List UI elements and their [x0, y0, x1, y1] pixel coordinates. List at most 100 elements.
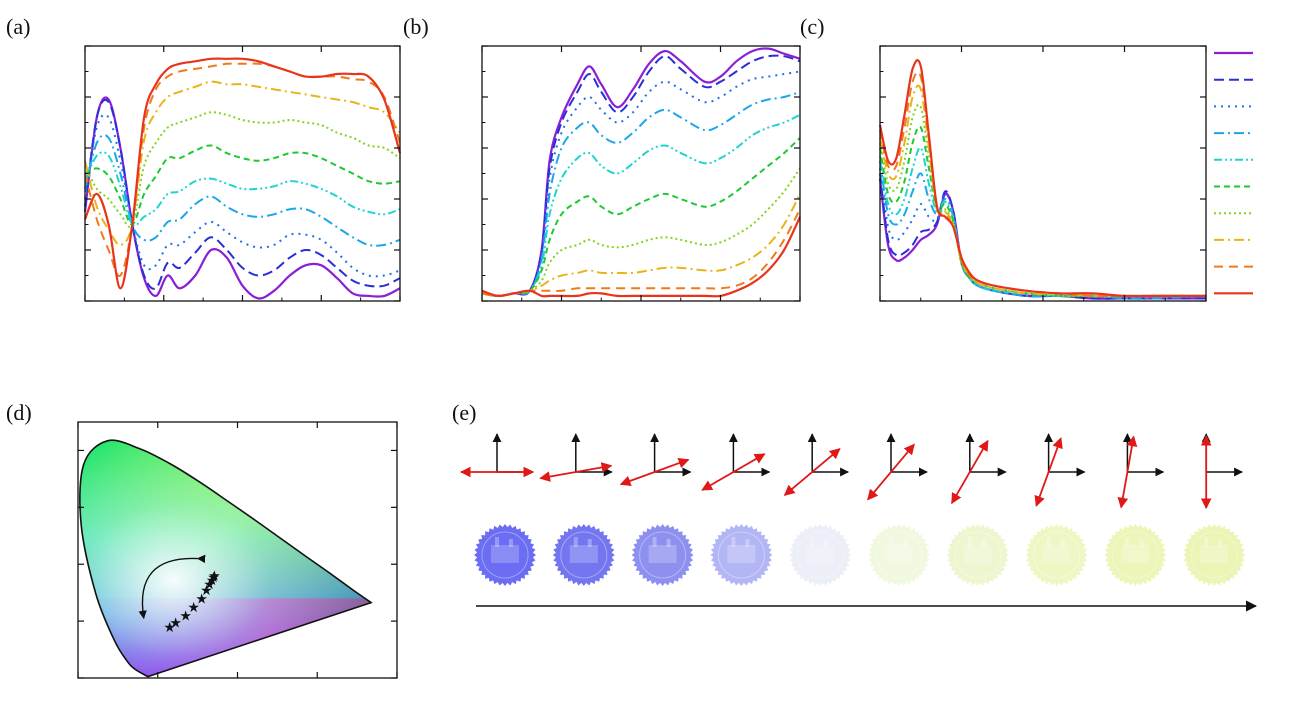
- series-line-a-1: [84, 98, 401, 290]
- series-line-a-3: [84, 133, 401, 247]
- swatch-ring: [639, 531, 687, 579]
- swatch-bar: [666, 539, 671, 547]
- color-point: ★: [207, 571, 220, 586]
- swatch-fill: [868, 524, 930, 586]
- swatch-ring: [481, 531, 529, 579]
- series-line-b-2: [481, 70, 801, 297]
- series-line-c-5: [879, 125, 1206, 298]
- series-line-b-9: [481, 216, 801, 298]
- series-line-a-5: [84, 144, 401, 226]
- swatch-pattern: [1042, 545, 1071, 563]
- swatch-fill: [710, 524, 773, 586]
- axes-diagram-7: [1034, 433, 1086, 507]
- series-line-c-3: [879, 160, 1207, 300]
- cie-chromaticity-chart: ★★★★★★★★★★: [77, 421, 398, 679]
- color-swatch-6: [946, 524, 1009, 586]
- polarization-arrow: [1034, 437, 1063, 507]
- color-swatch-0: [474, 524, 536, 586]
- axes-diagram-5: [867, 433, 928, 501]
- swatch-ring: [560, 531, 608, 579]
- panel-label-d: (d): [6, 400, 32, 425]
- color-point: ★: [208, 570, 221, 585]
- panel-label-e: (e): [452, 400, 476, 425]
- plot-frame: [879, 45, 1207, 302]
- axes-diagram-0: [459, 433, 535, 478]
- swatch-fill: [1025, 524, 1088, 586]
- axes-diagram-9: [1200, 433, 1244, 510]
- series-line-b-4: [481, 113, 801, 297]
- series-line-b-8: [481, 208, 801, 297]
- series-line-b-1: [481, 54, 801, 297]
- swatch-bar: [509, 539, 513, 547]
- series-line-b-6: [481, 167, 801, 297]
- swatch-bar: [587, 539, 592, 547]
- swatch-pattern: [569, 545, 598, 563]
- series-line-c-7: [879, 84, 1206, 298]
- swatch-bar: [824, 539, 829, 547]
- swatch-bar: [745, 539, 750, 547]
- color-swatch-4: [789, 524, 852, 586]
- swatch-bar: [1139, 539, 1144, 547]
- polarization-arrow: [539, 462, 613, 482]
- reflectance-chart: [83, 45, 402, 302]
- swatch-bar: [967, 537, 972, 547]
- panel-label-b: (b): [403, 14, 429, 39]
- swatch-bar: [903, 539, 907, 547]
- swatch-ring: [1190, 531, 1238, 579]
- swatch-bar: [1218, 539, 1223, 547]
- swatch-pattern: [727, 545, 756, 563]
- swatch-pattern: [648, 545, 677, 563]
- swatch-ring: [717, 531, 765, 579]
- color-point: ★: [203, 578, 216, 593]
- color-point: ★: [169, 617, 182, 632]
- swatch-bar: [889, 537, 893, 547]
- swatch-ring: [954, 531, 1002, 579]
- color-swatch-9: [1183, 524, 1246, 586]
- color-point: ★: [163, 621, 176, 636]
- axes-diagram-8: [1117, 433, 1165, 509]
- absorbance-chart: [878, 45, 1207, 302]
- swatch-ring: [875, 531, 923, 579]
- series-line-a-9: [83, 57, 402, 290]
- swatch-fill: [474, 524, 536, 586]
- swatch-bar: [1046, 537, 1051, 547]
- polarization-arrow: [867, 443, 915, 501]
- swatch-bar: [573, 537, 578, 547]
- polarization-arrow: [619, 457, 690, 487]
- axes-diagram-4: [783, 433, 850, 496]
- swatch-ring: [1111, 531, 1159, 579]
- swatch-pattern: [491, 545, 519, 563]
- swatch-pattern: [806, 545, 835, 563]
- polarization-arrow: [1117, 435, 1138, 509]
- color-swatch-1: [552, 524, 615, 586]
- gamut-fill-white: [79, 440, 372, 677]
- swatch-bar: [731, 537, 736, 547]
- swatch-bar: [1204, 537, 1209, 547]
- swatch-pattern: [1121, 545, 1150, 563]
- panel-label-a: (a): [6, 14, 30, 39]
- angle-legend: [1214, 51, 1253, 295]
- color-swatch-3: [710, 524, 773, 586]
- swatch-bar: [495, 537, 499, 547]
- panel-label-c: (c): [800, 14, 824, 39]
- series-line-c-8: [879, 70, 1206, 298]
- series-line-b-3: [481, 90, 801, 297]
- swatch-fill: [552, 524, 615, 586]
- color-swatch-8: [1104, 524, 1167, 586]
- swatch-fill: [1104, 524, 1167, 586]
- swatch-bar: [981, 539, 986, 547]
- polarization-arrow: [951, 439, 989, 505]
- swatch-pattern: [885, 545, 913, 563]
- swatch-pattern: [963, 545, 992, 563]
- swatch-bar: [652, 537, 657, 547]
- angle-arrow: [138, 554, 206, 620]
- swatch-fill: [946, 524, 1009, 586]
- series-line-a-7: [84, 80, 401, 246]
- transmittance-chart: [481, 45, 801, 302]
- swatch-fill: [631, 524, 694, 586]
- swatch-fill: [789, 524, 852, 586]
- swatch-ring: [796, 531, 844, 579]
- swatch-bar: [810, 537, 815, 547]
- polarization-arrow: [701, 453, 766, 491]
- swatch-bar: [1060, 539, 1065, 547]
